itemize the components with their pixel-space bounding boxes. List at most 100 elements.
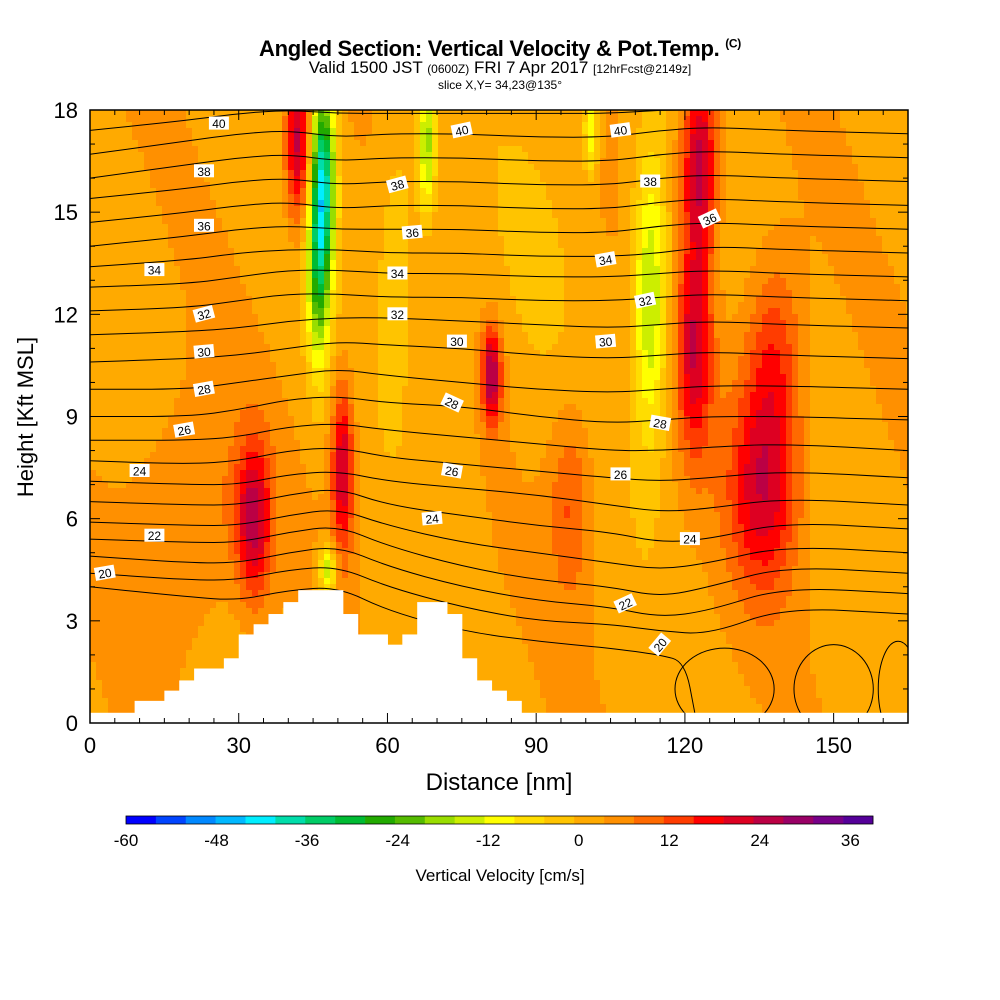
velocity-cell	[738, 308, 745, 315]
velocity-cell	[156, 224, 163, 231]
velocity-cell	[528, 212, 535, 219]
velocity-cell	[534, 146, 541, 153]
velocity-cell	[204, 242, 211, 249]
velocity-cell	[822, 290, 829, 297]
velocity-cell	[696, 128, 703, 135]
velocity-cell	[834, 302, 841, 309]
velocity-cell	[888, 224, 895, 231]
velocity-cell	[168, 182, 175, 189]
velocity-cell	[642, 218, 649, 225]
velocity-cell	[390, 206, 397, 213]
velocity-cell	[276, 110, 283, 117]
velocity-cell	[600, 170, 607, 177]
velocity-cell	[240, 308, 247, 315]
velocity-cell	[780, 158, 787, 165]
velocity-cell	[618, 212, 625, 219]
velocity-cell	[834, 242, 841, 249]
velocity-cell	[558, 254, 565, 261]
velocity-cell	[636, 194, 643, 201]
velocity-cell	[786, 260, 793, 267]
velocity-cell	[888, 200, 895, 207]
velocity-cell	[420, 284, 427, 291]
velocity-cell	[720, 308, 727, 315]
velocity-cell	[120, 230, 127, 237]
velocity-cell	[258, 122, 265, 129]
velocity-cell	[336, 116, 343, 123]
velocity-cell	[690, 278, 697, 285]
velocity-cell	[642, 284, 649, 291]
velocity-cell	[546, 200, 553, 207]
velocity-cell	[774, 230, 781, 237]
velocity-cell	[522, 248, 529, 255]
velocity-cell	[630, 194, 637, 201]
velocity-cell	[390, 158, 397, 165]
velocity-cell	[762, 278, 769, 285]
velocity-cell	[378, 206, 385, 213]
velocity-cell	[774, 224, 781, 231]
velocity-cell	[132, 170, 139, 177]
velocity-cell	[798, 122, 805, 129]
velocity-cell	[300, 272, 307, 279]
velocity-cell	[258, 242, 265, 249]
velocity-cell	[648, 260, 655, 267]
velocity-cell	[180, 254, 187, 261]
velocity-cell	[882, 164, 889, 171]
velocity-cell	[450, 170, 457, 177]
velocity-cell	[252, 212, 259, 219]
velocity-cell	[882, 116, 889, 123]
velocity-cell	[444, 122, 451, 129]
velocity-cell	[420, 326, 427, 333]
velocity-cell	[486, 260, 493, 267]
velocity-cell	[786, 164, 793, 171]
velocity-cell	[360, 200, 367, 207]
velocity-cell	[246, 140, 253, 147]
velocity-cell	[618, 146, 625, 153]
velocity-cell	[450, 164, 457, 171]
velocity-cell	[588, 254, 595, 261]
velocity-cell	[870, 260, 877, 267]
velocity-cell	[408, 242, 415, 249]
velocity-cell	[360, 254, 367, 261]
velocity-cell	[354, 260, 361, 267]
velocity-cell	[246, 206, 253, 213]
velocity-cell	[192, 260, 199, 267]
velocity-cell	[282, 206, 289, 213]
velocity-cell	[546, 224, 553, 231]
velocity-cell	[744, 194, 751, 201]
velocity-cell	[162, 110, 169, 117]
velocity-cell	[654, 188, 661, 195]
velocity-cell	[732, 158, 739, 165]
velocity-cell	[906, 236, 908, 243]
velocity-cell	[252, 182, 259, 189]
velocity-cell	[528, 284, 535, 291]
velocity-cell	[522, 200, 529, 207]
velocity-cell	[360, 194, 367, 201]
velocity-cell	[258, 320, 265, 327]
velocity-cell	[900, 116, 907, 123]
velocity-cell	[684, 290, 691, 297]
velocity-cell	[816, 116, 823, 123]
velocity-cell	[282, 116, 289, 123]
velocity-cell	[414, 116, 421, 123]
velocity-cell	[846, 152, 853, 159]
velocity-cell	[834, 260, 841, 267]
velocity-cell	[294, 278, 301, 285]
velocity-cell	[300, 140, 307, 147]
velocity-cell	[456, 260, 463, 267]
velocity-cell	[132, 314, 139, 321]
velocity-cell	[444, 152, 451, 159]
velocity-cell	[174, 146, 181, 153]
velocity-cell	[462, 116, 469, 123]
velocity-cell	[462, 170, 469, 177]
velocity-cell	[756, 116, 763, 123]
velocity-cell	[360, 308, 367, 315]
velocity-cell	[690, 290, 697, 297]
velocity-cell	[822, 260, 829, 267]
velocity-cell	[462, 314, 469, 321]
velocity-cell	[342, 182, 349, 189]
velocity-cell	[864, 248, 871, 255]
velocity-cell	[162, 260, 169, 267]
velocity-cell	[360, 260, 367, 267]
velocity-cell	[186, 116, 193, 123]
velocity-cell	[90, 218, 97, 225]
